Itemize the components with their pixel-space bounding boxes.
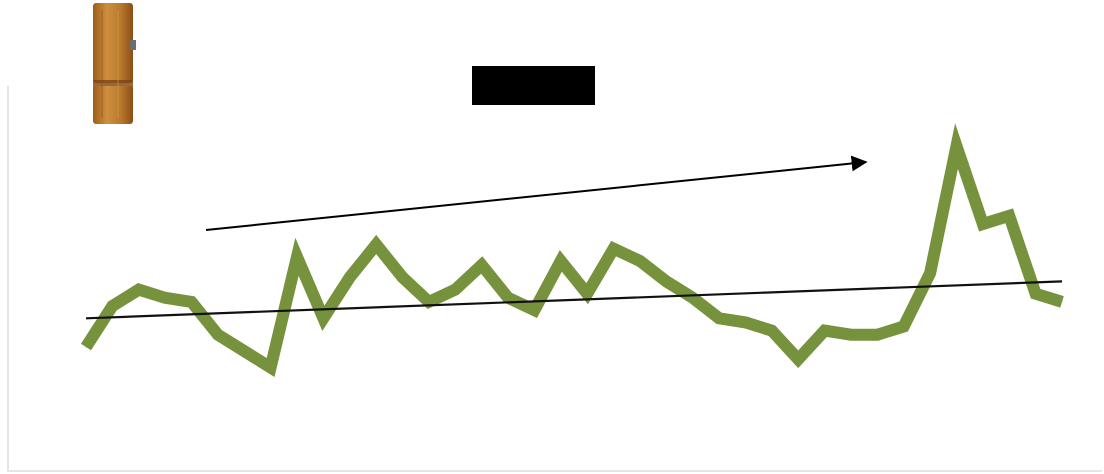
data-point [771,330,773,332]
data-point [1008,215,1010,217]
data-point [639,260,641,262]
data-point [797,358,799,360]
data-point [243,350,245,352]
data-point [1061,301,1063,303]
data-point [402,276,403,278]
data-point [850,334,852,336]
data-point [481,264,483,266]
data-point [903,326,905,327]
data-point [1035,293,1037,295]
data-point [191,301,192,303]
data-point [296,256,298,258]
data-point [217,334,219,336]
trend-arrow [205,155,868,231]
data-point [138,289,140,291]
redacted-title-box [472,66,595,105]
clothespin-image [93,3,136,124]
data-point [718,317,720,319]
data-point [956,145,957,147]
data-point [533,309,535,311]
data-point [982,223,984,225]
data-point [322,317,324,319]
data-point [929,272,931,274]
data-point [560,260,562,262]
data-point [824,330,826,332]
slide-frame [7,86,1102,472]
data-point [665,280,667,282]
data-point [375,244,377,245]
data-point [876,334,878,336]
data-point [111,305,113,307]
data-point [745,321,746,323]
data-point [349,276,351,278]
series-layer [80,123,1064,378]
data-point [428,301,430,303]
trend-line [85,280,1063,320]
data-point [85,346,87,348]
data-point [270,367,272,368]
data-point [613,248,615,250]
data-point [164,297,166,299]
data-point [692,297,694,299]
data-point [586,293,588,295]
series-line-1 [80,123,1064,378]
data-point [454,289,456,291]
data-point [507,297,509,299]
